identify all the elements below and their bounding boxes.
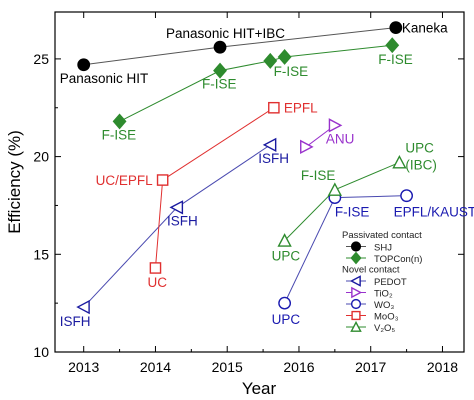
series-moo3 (149, 101, 280, 274)
point-label: ISFH (258, 151, 289, 166)
data-point (328, 118, 343, 133)
point-label: Kaneka (402, 21, 448, 36)
x-tick-label: 2014 (140, 359, 171, 375)
legend-marker (350, 298, 362, 310)
legend-group-title: Passivated contact (342, 230, 422, 241)
x-tick-label: 2018 (427, 359, 458, 375)
y-tick-label: 25 (33, 51, 49, 67)
point-label: EPFL (284, 101, 318, 116)
point-label: EPFL/KAUST (394, 205, 474, 220)
series-layer (76, 21, 413, 315)
x-tick-label: 2013 (68, 359, 99, 375)
point-label: UPC (272, 312, 301, 327)
legend-group-title: Novel contact (342, 265, 400, 276)
legend-entry: TOPCon(n) (374, 254, 422, 265)
legend-marker (351, 310, 361, 321)
x-axis: 2013 2014 2015 2016 2017 2018 (68, 12, 458, 375)
point-label: UC/EPFL (96, 173, 154, 188)
data-point (76, 299, 90, 315)
series-shj (77, 21, 403, 72)
point-label: UPC (272, 249, 301, 264)
data-point (392, 154, 407, 169)
data-point (112, 113, 127, 130)
point-label: F-ISE (378, 52, 413, 67)
series-topcon-n- (112, 37, 400, 130)
x-tick-label: 2015 (212, 359, 243, 375)
point-label: Panasonic HIT+IBC (166, 26, 285, 41)
x-axis-label: Year (242, 379, 277, 398)
series-tio2 (300, 118, 343, 154)
series-pedot (76, 137, 277, 315)
legend-entry: TiO₂ (374, 289, 393, 300)
point-label: ISFH (167, 213, 198, 228)
plot-area (54, 11, 465, 353)
point-label: UC (147, 275, 167, 290)
legend-entry: MoO₃ (374, 312, 399, 323)
point-label: F-ISE (301, 168, 336, 183)
series-v2o5 (277, 154, 407, 247)
point-label: F-ISE (274, 64, 309, 79)
legend-entry: SHJ (374, 243, 392, 254)
legend-marker (349, 275, 361, 287)
point-labels: Panasonic HIT Panasonic HIT+IBC Kaneka F-IS… (60, 21, 474, 329)
x-tick-label: 2017 (355, 359, 386, 375)
data-point (156, 174, 169, 186)
legend-marker (351, 286, 363, 299)
y-tick-label: 10 (33, 344, 49, 360)
legend-marker (350, 251, 362, 265)
point-label: F-ISE (335, 205, 370, 220)
data-point (278, 296, 292, 310)
legend-entry: V₂O₅ (374, 323, 395, 334)
data-point (327, 182, 343, 196)
point-label: Panasonic HIT (60, 71, 149, 86)
legend-entry: PEDOT (374, 277, 407, 288)
series-line (119, 44, 393, 122)
plot-frame (54, 11, 465, 353)
data-point (77, 58, 91, 72)
y-axis: 10 15 20 25 (33, 51, 464, 360)
point-label: UPC (IBC) (405, 140, 437, 172)
legend-marker (350, 241, 362, 252)
point-label: F-ISE (102, 127, 137, 142)
data-point (385, 37, 400, 54)
legend-marker (350, 320, 362, 332)
data-point (169, 200, 184, 215)
data-point (389, 21, 403, 35)
y-tick-label: 15 (33, 246, 49, 262)
y-tick-label: 20 (33, 149, 49, 165)
data-point (149, 262, 162, 274)
data-point (263, 52, 278, 69)
data-point (268, 101, 280, 114)
series-line (154, 107, 275, 269)
data-point (262, 137, 277, 153)
data-point (300, 139, 314, 154)
x-tick-label: 2016 (283, 359, 314, 375)
point-label: ISFH (60, 314, 91, 329)
legend-entry: WO₃ (374, 300, 394, 311)
data-point (400, 189, 413, 203)
data-point (213, 62, 227, 79)
point-label: F-ISE (202, 77, 237, 92)
data-point (277, 48, 292, 65)
data-point (213, 40, 227, 54)
data-point (277, 233, 292, 247)
y-axis-label: Efficiency (%) (5, 130, 24, 234)
point-label: ANU (326, 131, 355, 146)
